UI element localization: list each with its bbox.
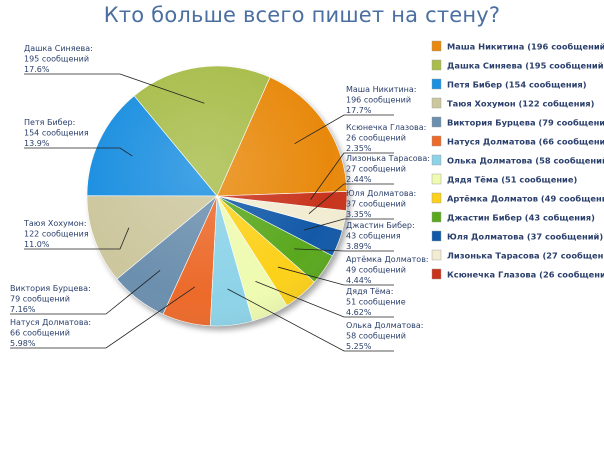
legend-swatch-3 — [431, 78, 442, 90]
callout-line-text: 27 сообщений — [346, 165, 406, 174]
callout-line-text: Натуся Долматова: — [10, 318, 91, 327]
callout-line-11 — [304, 218, 394, 231]
callout-line-text: 51 сообщение — [346, 298, 406, 307]
legend-swatch-5 — [431, 116, 442, 128]
callout-line-9 — [277, 266, 394, 286]
callout-line-text: 5.25% — [346, 342, 372, 351]
callout-label-5: Виктория Бурцева: 79 сообщений 7.16% — [10, 284, 91, 314]
callout-line-text: Виктория Бурцева: — [10, 284, 91, 293]
callout-label-2: Дашка Синяева: 195 сообщений 17.6% — [24, 44, 93, 74]
callout-line-text: 66 сообщений — [10, 329, 70, 338]
callout-line-text: 37 сообщений — [346, 200, 406, 209]
callout-line-text: 3.35% — [346, 210, 372, 219]
callout-line-text: 154 сообщения — [24, 129, 89, 138]
callout-line-text: 43 собщения — [346, 232, 401, 241]
callout-line-text: 13.9% — [24, 139, 50, 148]
callouts: Маша Никитина: 196 сообщений 17.7% Дашка Си… — [10, 44, 430, 352]
callout-line-text: Маша Никитина: — [346, 85, 417, 94]
callout-label-13: Ксюнечка Глазова: 26 сообщений 2.35% — [346, 123, 426, 153]
callout-line-text: Петя Бибер: — [24, 118, 75, 127]
callout-line-4 — [24, 227, 130, 250]
legend-label-3: Петя Бибер (154 сообщения) — [447, 80, 587, 90]
callout-line-13 — [310, 152, 394, 200]
callout-label-9: Артёмка Долматов: 49 сообщений 4.44% — [346, 255, 429, 285]
legend-label-2: Дашка Синяева (195 сообщений) — [447, 61, 604, 71]
callout-line-7 — [227, 288, 394, 352]
callout-line-text: 79 сообщений — [10, 295, 70, 304]
legend-swatch-10 — [431, 211, 442, 223]
legend-swatch-1 — [431, 40, 442, 52]
legend-label-10: Джастин Бибер (43 собщения) — [447, 213, 595, 223]
pie-slices — [86, 65, 348, 327]
legend-label-1: Маша Никитина (196 сообщений) — [447, 42, 604, 52]
callout-line-text: 4.44% — [346, 276, 372, 285]
legend-label-7: Олька Долматова (58 сообщений) — [447, 156, 604, 166]
callout-line-text: 3.89% — [346, 242, 372, 251]
callout-line-5 — [10, 270, 161, 315]
callout-line-text: 26 сообщений — [346, 134, 406, 143]
callout-line-text: Артёмка Долматов: — [346, 255, 429, 264]
legend-label-12: Лизонька Тарасова (27 сообщений) — [447, 251, 604, 261]
legend: Маша Никитина (196 сообщений) Дашка Синяе… — [431, 40, 604, 280]
callout-line-text: 17.7% — [346, 106, 372, 115]
legend-label-13: Ксюнечка Глазова (26 сообщений) — [447, 270, 604, 280]
callout-line-text: Олька Долматова: — [346, 321, 423, 330]
callout-line-3 — [24, 147, 133, 157]
callout-line-text: 58 сообщений — [346, 332, 406, 341]
callout-line-text: Джастин Бибер: — [346, 221, 415, 230]
callout-line-6 — [10, 286, 195, 349]
callout-line-text: 17.6% — [24, 65, 50, 74]
callout-line-8 — [255, 280, 394, 318]
callout-line-text: Дашка Синяева: — [24, 44, 93, 53]
callout-label-10: Джастин Бибер: 43 собщения 3.89% — [346, 221, 415, 251]
callout-label-7: Олька Долматова: 58 сообщений 5.25% — [346, 321, 423, 351]
callout-line-text: Таюя Хохумон: — [23, 219, 87, 228]
callout-line-text: 196 сообщений — [346, 96, 411, 105]
callout-line-text: 122 сообщения — [24, 230, 89, 239]
callout-line-text: Дядя Тёма: — [346, 287, 393, 296]
legend-label-6: Натуся Долматова (66 сообщений) — [447, 137, 604, 147]
callout-label-11: Юля Долматова: 37 сообщений 3.35% — [346, 189, 416, 219]
callout-line-2 — [24, 73, 205, 104]
callout-line-text: Юля Долматова: — [346, 189, 416, 198]
callout-label-8: Дядя Тёма: 51 сообщение 4.62% — [346, 287, 406, 317]
legend-label-9: Артёмка Долматов (49 сообщений) — [447, 194, 604, 204]
callout-line-text: 4.62% — [346, 308, 372, 317]
callout-line-text: Лизонька Тарасова: — [346, 154, 430, 163]
callout-label-1: Маша Никитина: 196 сообщений 17.7% — [346, 85, 417, 115]
callout-line-1 — [294, 114, 394, 145]
callout-line-10 — [294, 248, 394, 252]
callout-line-text: 11.0% — [24, 240, 50, 249]
legend-swatch-2 — [431, 59, 442, 71]
legend-swatch-4 — [431, 97, 442, 109]
callout-line-text: 5.98% — [10, 339, 36, 348]
legend-swatch-7 — [431, 154, 442, 166]
legend-swatch-11 — [431, 230, 442, 242]
callout-line-text: 2.44% — [346, 175, 372, 184]
legend-label-5: Виктория Бурцева (79 сообщений) — [447, 118, 604, 128]
callout-label-4: Таюя Хохумон: 122 сообщения 11.0% — [23, 219, 89, 249]
callout-line-12 — [308, 183, 394, 214]
legend-swatch-12 — [431, 249, 442, 261]
chart-title: Кто больше всего пишет на стену? — [103, 3, 501, 27]
callout-line-text: 49 сообщений — [346, 266, 406, 275]
legend-swatch-6 — [431, 135, 442, 147]
callout-label-3: Петя Бибер: 154 сообщения 13.9% — [24, 118, 89, 148]
callout-line-text: Ксюнечка Глазова: — [346, 123, 426, 132]
callout-line-text: 2.35% — [346, 144, 372, 153]
callout-line-text: 195 сообщений — [24, 55, 89, 64]
callout-line-text: 7.16% — [10, 305, 36, 314]
callout-label-12: Лизонька Тарасова: 27 сообщений 2.44% — [346, 154, 430, 184]
legend-swatch-13 — [431, 268, 442, 280]
legend-swatch-9 — [431, 192, 442, 204]
callout-label-6: Натуся Долматова: 66 сообщений 5.98% — [10, 318, 91, 348]
legend-label-4: Таюя Хохумон (122 собщения) — [447, 99, 595, 109]
legend-swatch-8 — [431, 173, 442, 185]
legend-label-8: Дядя Тёма (51 сообщение) — [447, 175, 577, 185]
legend-label-11: Юля Долматова (37 сообщений) — [447, 232, 603, 242]
